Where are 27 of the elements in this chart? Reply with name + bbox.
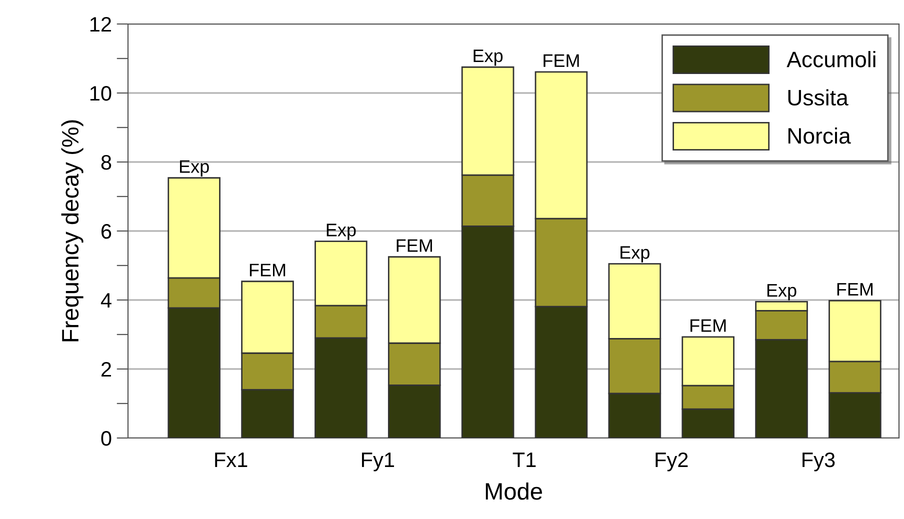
x-tick-label: FEM (544, 54, 579, 67)
x-tick-label: Exp (620, 246, 650, 262)
y-tick-label: 8 (101, 155, 112, 170)
x-tick-label: Exp (180, 160, 209, 176)
y-tick-label: 6 (102, 224, 112, 239)
y-axis-title: Frequency decay (%) (61, 120, 84, 342)
x-tick-label: FEM (690, 319, 726, 332)
y-tick-label: 2 (101, 362, 111, 377)
x-tick-label: FEM (837, 283, 873, 296)
text: Fx1 (215, 452, 248, 467)
y-tick-label: 0 (101, 431, 112, 446)
x-axis-title: Mode (486, 482, 542, 500)
x-tick-label: Exp (767, 284, 796, 300)
legend-label: Norcia (788, 127, 851, 144)
text: Fy3 (802, 452, 835, 472)
legend-label: Ussita (788, 89, 848, 106)
x-tick-label: Exp (474, 50, 503, 66)
text: T1 (512, 452, 536, 467)
y-tick-label: 10 (90, 86, 112, 101)
y-tick-label: 12 (90, 17, 111, 32)
x-tick-label: FEM (250, 264, 286, 276)
x-tick-label: Exp (326, 224, 356, 240)
text: Fy2 (656, 452, 688, 472)
legend-label: Accumoli (786, 51, 876, 68)
x-tick-label: FEM (396, 239, 432, 252)
y-tick-label: 4 (100, 293, 112, 308)
text: Fy1 (362, 452, 394, 472)
